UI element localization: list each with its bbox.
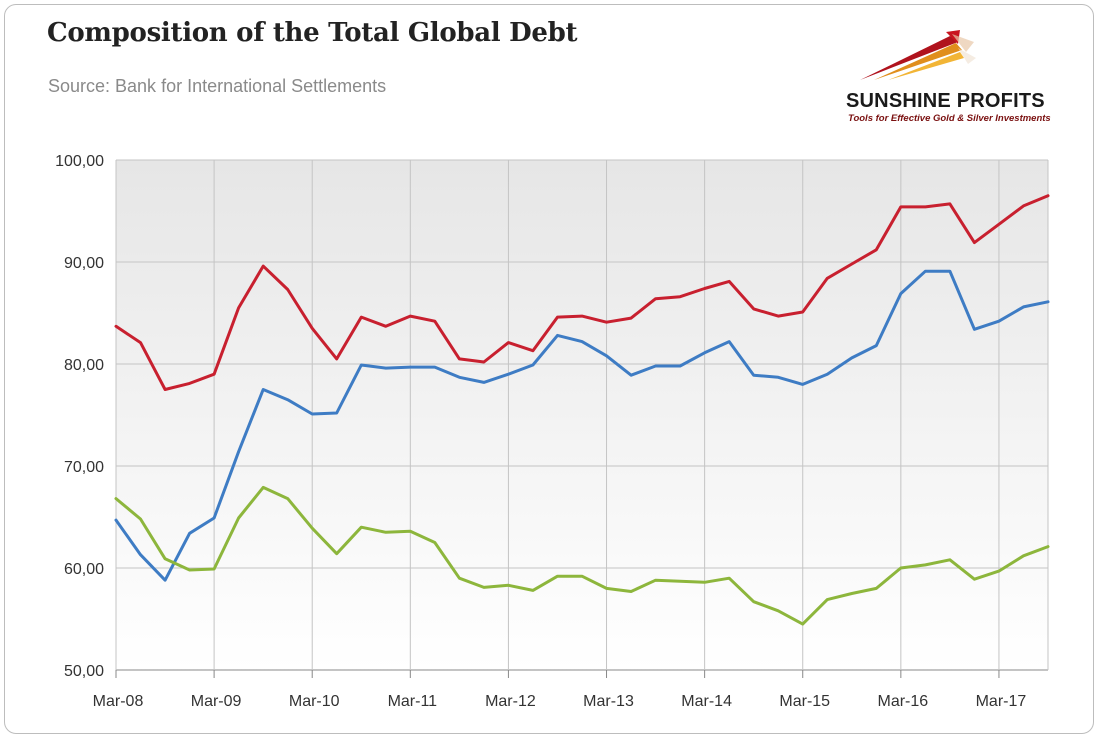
- series-line-3: [114, 485, 1050, 626]
- chart-subtitle: Source: Bank for International Settlemen…: [48, 76, 387, 96]
- x-tick-label: Mar-10: [289, 693, 340, 710]
- x-tick-label: Mar-14: [681, 693, 732, 710]
- x-tick-label: Mar-15: [779, 693, 830, 710]
- x-tick-label: Mar-17: [976, 693, 1027, 710]
- sun-rays-icon: [860, 30, 976, 80]
- chart-title: Composition of the Total Global Debt: [47, 18, 578, 48]
- series-line-1: [114, 194, 1050, 391]
- x-tick-label: Mar-12: [485, 693, 536, 710]
- x-tick-label: Mar-08: [93, 693, 144, 710]
- y-tick-label: 100,00: [55, 153, 104, 170]
- plot-background: [116, 160, 1048, 670]
- logo-tagline: Tools for Effective Gold & Silver Invest…: [848, 113, 1051, 124]
- y-tick-label: 50,00: [64, 663, 104, 680]
- y-tick-label: 70,00: [64, 459, 104, 476]
- x-tick-label: Mar-11: [388, 693, 438, 710]
- logo-name: SUNSHINE PROFITS: [846, 90, 1045, 112]
- y-tick-label: 90,00: [64, 255, 104, 272]
- x-tick-label: Mar-16: [877, 693, 928, 710]
- sunshine-profits-logo: SUNSHINE PROFITS Tools for Effective Gol…: [840, 28, 1055, 128]
- x-tick-label: Mar-13: [583, 693, 634, 710]
- series-line-2: [114, 269, 1050, 582]
- x-tick-label: Mar-09: [191, 693, 242, 710]
- y-tick-label: 80,00: [64, 357, 104, 374]
- y-tick-label: 60,00: [64, 561, 104, 578]
